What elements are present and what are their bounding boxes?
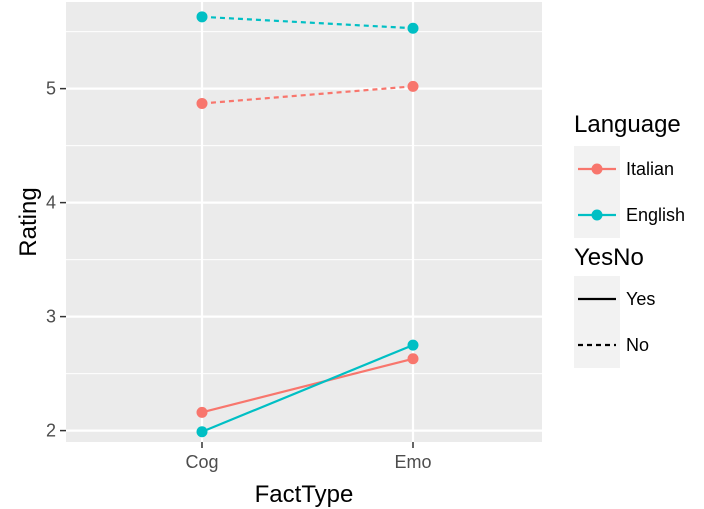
series-line [201, 357, 414, 414]
x-axis-ticks: Cog Emo [185, 442, 432, 472]
grid-minor-lines [66, 31, 542, 375]
y-axis-ticks: 2 3 4 5 [46, 79, 66, 441]
data-point [196, 406, 208, 418]
panel-background [66, 2, 542, 442]
y-tick-label: 2 [46, 421, 56, 441]
x-tick-label: Emo [394, 452, 431, 472]
data-point [196, 426, 208, 438]
data-point [196, 11, 208, 23]
data-point [407, 339, 419, 351]
series-lines [201, 15, 414, 433]
legend-label: No [626, 335, 649, 355]
data-point [407, 80, 419, 92]
x-axis-title: FactType [255, 481, 354, 508]
series-line [201, 344, 414, 433]
y-tick-label: 3 [46, 307, 56, 327]
data-point [407, 22, 419, 34]
data-point [196, 97, 208, 109]
x-tick-label: Cog [185, 452, 218, 472]
legend-title: Language [574, 111, 681, 138]
legend-label: Yes [626, 289, 655, 309]
legend-title: YesNo [574, 244, 644, 271]
y-tick-label: 5 [46, 79, 56, 99]
legend-label: Italian [626, 159, 674, 179]
series-points [196, 11, 419, 438]
legend-key-point [591, 209, 603, 221]
grid-major-lines [66, 2, 542, 442]
data-point [407, 353, 419, 365]
y-axis-title: Rating [15, 187, 42, 256]
legend-key-point [591, 163, 603, 175]
y-tick-label: 4 [46, 193, 56, 213]
legend-label: English [626, 205, 685, 225]
